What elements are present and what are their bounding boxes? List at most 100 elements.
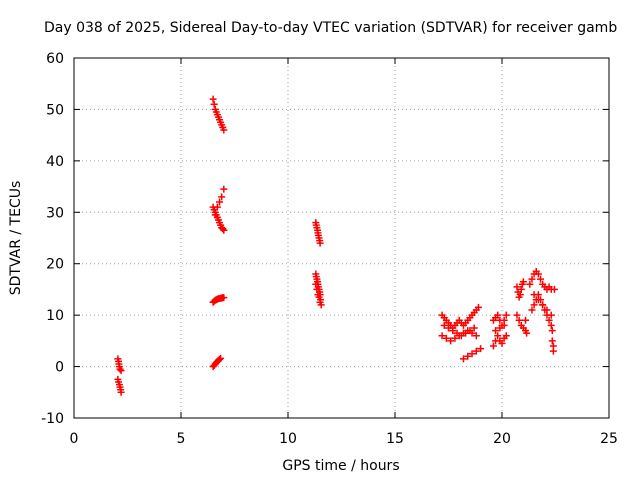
data-point (522, 316, 530, 324)
x-tick-label: 5 (177, 431, 186, 447)
data-point (474, 303, 482, 311)
data-series (526, 267, 558, 355)
data-point (516, 291, 524, 299)
data-point (220, 126, 228, 134)
data-point (442, 334, 450, 342)
data-point (530, 301, 538, 309)
data-point (513, 283, 521, 291)
data-point (502, 332, 510, 340)
data-point (548, 337, 556, 345)
y-tick-label: 30 (46, 205, 64, 221)
data-point (457, 332, 465, 340)
data-point (462, 329, 470, 337)
x-tick-label: 10 (279, 431, 297, 447)
y-tick-label: 10 (46, 308, 64, 324)
y-tick-label: 60 (46, 51, 64, 67)
x-tick-label: 0 (70, 431, 79, 447)
x-tick-label: 20 (493, 431, 511, 447)
y-tick-label: -10 (41, 411, 64, 427)
data-point (468, 350, 476, 358)
x-axis-label: GPS time / hours (282, 458, 399, 474)
data-point (537, 275, 545, 283)
data-series (114, 355, 125, 396)
data-point (523, 329, 531, 337)
data-point (216, 198, 224, 206)
y-tick-label: 50 (46, 102, 64, 118)
data-point (220, 185, 228, 193)
data-point (216, 355, 224, 363)
data-point (209, 95, 217, 103)
data-point (549, 347, 557, 355)
data-point (316, 298, 324, 306)
x-tick-label: 15 (386, 431, 404, 447)
data-point (451, 334, 459, 342)
data-point (316, 239, 324, 247)
data-point (547, 311, 555, 319)
data-point (470, 324, 478, 332)
data-point (464, 352, 472, 360)
data-point (472, 332, 480, 340)
data-point (517, 285, 525, 293)
data-point (530, 291, 538, 299)
data-point (117, 388, 125, 396)
data-point (438, 332, 446, 340)
data-point (472, 347, 480, 355)
data-point (219, 225, 227, 233)
data-point (220, 294, 228, 302)
axis-tick-labels: 0 5 10 15 20 25 -10 0 10 20 30 40 50 60 (41, 51, 618, 447)
data-point (519, 278, 527, 286)
chart-title: Day 038 of 2025, Sidereal Day-to-day VTE… (44, 20, 617, 36)
data-point (494, 311, 502, 319)
data-point (213, 203, 221, 211)
data-point (500, 321, 508, 329)
data-point (513, 311, 521, 319)
data-point (543, 306, 551, 314)
data-point (502, 311, 510, 319)
x-tick-label: 25 (600, 431, 618, 447)
data-point (547, 321, 555, 329)
data-point (534, 296, 542, 304)
data-point (218, 193, 226, 201)
data-point (528, 306, 536, 314)
data-point (466, 327, 474, 335)
data-point (528, 275, 536, 283)
data-point (210, 100, 218, 108)
data-point (548, 327, 556, 335)
axis-ticks (73, 57, 610, 419)
data-point (440, 321, 448, 329)
data-point (539, 301, 547, 309)
data-point (459, 355, 467, 363)
data-point (492, 327, 500, 335)
data-point (477, 345, 485, 353)
data-series (209, 294, 228, 306)
data-point (217, 354, 225, 362)
data-point (117, 367, 125, 375)
data-point (550, 285, 558, 293)
data-point (545, 316, 553, 324)
plot-frame (73, 57, 610, 419)
data-point (496, 324, 504, 332)
data-point (515, 316, 523, 324)
data-series (489, 311, 510, 350)
y-axis-label: SDTVAR / TECUs (8, 181, 24, 296)
data-series (312, 270, 325, 309)
data-point (313, 285, 321, 293)
data-point (445, 324, 452, 332)
data-point (494, 332, 502, 340)
data-series (513, 278, 531, 337)
data-point (498, 339, 506, 347)
y-tick-label: 20 (46, 257, 64, 273)
data-points (114, 95, 558, 396)
data-point (315, 293, 323, 301)
data-point (526, 280, 534, 288)
y-tick-label: 40 (46, 154, 64, 170)
data-point (489, 342, 497, 350)
data-point (116, 365, 124, 373)
data-series (209, 95, 228, 134)
data-point (447, 337, 455, 345)
data-series (209, 185, 228, 234)
data-series (209, 354, 225, 371)
data-series (438, 303, 485, 363)
data-point (220, 226, 228, 234)
